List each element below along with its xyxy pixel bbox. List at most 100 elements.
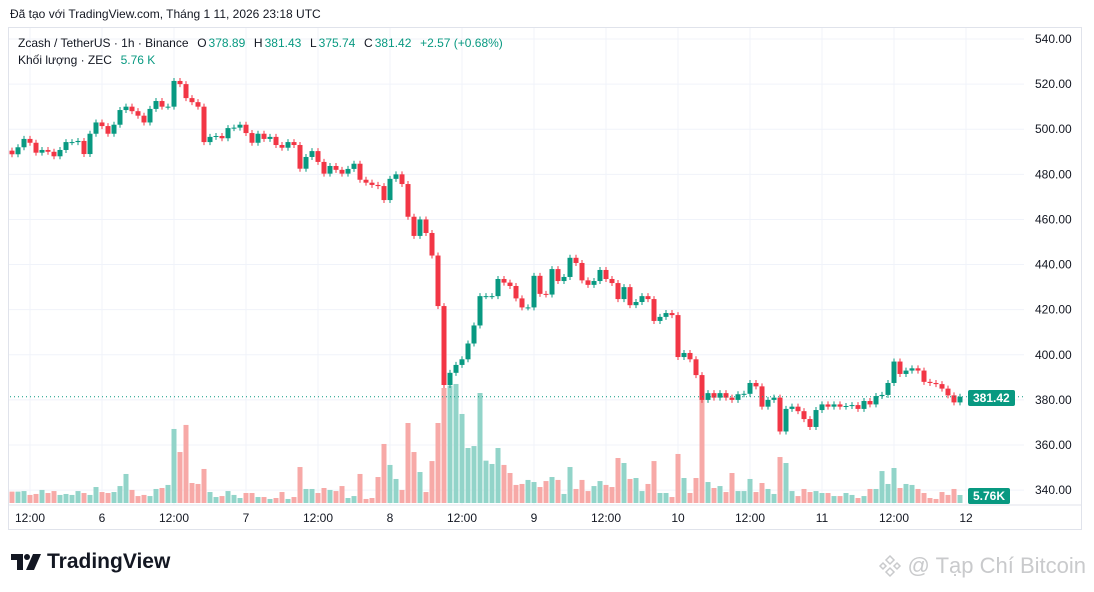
candle-body: [531, 275, 537, 308]
volume-bar: [867, 488, 873, 503]
candle-body: [783, 408, 789, 432]
candle-body: [831, 404, 837, 407]
volume-bar: [717, 486, 723, 503]
candle-body: [411, 216, 417, 236]
volume-bar: [525, 479, 531, 503]
candle-body: [369, 182, 375, 185]
candle-body: [123, 106, 129, 111]
candle-body: [801, 411, 807, 420]
last-volume-badge: 5.76K: [968, 488, 1011, 504]
candle-body: [843, 405, 849, 407]
candle-body: [261, 133, 267, 139]
candle-body: [489, 296, 495, 298]
candle-body: [753, 382, 759, 387]
candle-body: [543, 293, 549, 295]
volume-bar: [831, 496, 837, 503]
volume-bar: [363, 498, 369, 503]
candle-body: [51, 151, 57, 157]
candle-body: [213, 135, 219, 137]
candle-body: [351, 163, 357, 169]
candle-body: [315, 151, 321, 162]
candle-body: [537, 275, 543, 294]
candle-body: [663, 313, 669, 317]
time-axis-label: 12:00: [735, 511, 765, 525]
candle-body: [471, 325, 477, 344]
volume-bar: [375, 477, 381, 503]
time-axis-label: 9: [531, 511, 538, 525]
binance-diamond-icon: [878, 554, 901, 578]
volume-bar: [255, 497, 261, 503]
candle-body: [657, 316, 663, 321]
candle-body: [747, 382, 753, 394]
volume-bar: [339, 486, 345, 503]
volume-bar: [819, 493, 825, 503]
candle-body: [603, 269, 609, 279]
candle-body: [279, 145, 285, 148]
volume-bar: [741, 491, 747, 503]
candle-body: [69, 142, 75, 144]
volume-bar: [933, 498, 939, 503]
candle-body: [555, 269, 561, 282]
candle-body: [645, 296, 651, 300]
volume-bar: [141, 494, 147, 503]
volume-bar: [51, 491, 57, 503]
volume-row: Khối lượng · ZEC 5.76 K: [18, 52, 505, 69]
volume-bar: [105, 493, 111, 503]
volume-bar: [435, 423, 441, 503]
volume-bar: [693, 478, 699, 503]
candle-body: [483, 296, 489, 298]
volume-bar: [81, 493, 87, 503]
candle-body: [429, 232, 435, 256]
volume-bar: [147, 496, 153, 503]
time-axis-label: 7: [243, 511, 250, 525]
candle-body: [297, 145, 303, 169]
candle-body: [789, 406, 795, 409]
volume-bar: [213, 497, 219, 503]
time-axis-label: 12: [959, 511, 973, 525]
last-price-badge: 381.42: [968, 390, 1015, 406]
volume-bar: [387, 464, 393, 503]
volume-bar: [537, 487, 543, 503]
candle-body: [861, 401, 867, 409]
volume-bar: [723, 492, 729, 503]
candle-body: [705, 393, 711, 400]
symbol-label[interactable]: Zcash / TetherUS · 1h · Binance: [18, 36, 189, 50]
volume-bar: [573, 488, 579, 503]
volume-bar: [687, 493, 693, 503]
candle-body: [681, 352, 687, 358]
volume-bar: [627, 478, 633, 503]
candle-body: [639, 296, 645, 303]
candle-body: [27, 138, 33, 143]
volume-bar: [243, 493, 249, 503]
volume-bar: [801, 488, 807, 503]
volume-bar: [771, 493, 777, 503]
volume-bar: [273, 498, 279, 503]
volume-bar: [585, 491, 591, 503]
volume-bar: [465, 448, 471, 503]
volume-bar: [597, 481, 603, 503]
candle-body: [267, 136, 273, 139]
candle-body: [465, 343, 471, 360]
volume-bar: [267, 498, 273, 503]
candle-body: [507, 282, 513, 286]
volume-bar: [549, 477, 555, 503]
candle-body: [597, 269, 603, 282]
candle-body: [651, 299, 657, 321]
volume-bar: [261, 497, 267, 503]
volume-label[interactable]: Khối lượng · ZEC: [18, 53, 112, 67]
volume-bar: [795, 496, 801, 503]
volume-bar: [183, 424, 189, 503]
volume-bar: [951, 488, 957, 503]
candle-body: [897, 361, 903, 374]
volume-bar: [21, 491, 27, 503]
candle-body: [459, 359, 465, 365]
candle-body: [909, 368, 915, 371]
volume-bar: [447, 385, 453, 503]
close-label: C: [364, 36, 373, 50]
chart-pane[interactable]: [8, 27, 1082, 530]
candle-body: [561, 276, 567, 282]
tradingview-logo[interactable]: TradingView: [11, 550, 170, 574]
volume-bar: [591, 486, 597, 503]
time-axis-label: 8: [387, 511, 394, 525]
